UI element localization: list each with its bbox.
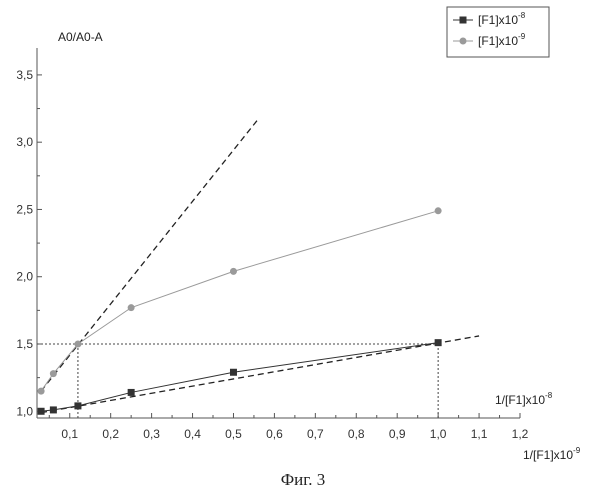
series-2-point	[74, 341, 81, 348]
y-tick-label: 1,0	[16, 404, 33, 418]
chart: 1,01,52,02,53,03,5 A0/A0-A 0,10,20,30,40…	[0, 0, 606, 470]
y-tick-label: 3,5	[16, 68, 33, 82]
trend-line	[41, 336, 479, 413]
y-tick-label: 3,0	[16, 135, 33, 149]
series-1-point	[128, 389, 135, 396]
x-tick-label: 0,3	[143, 427, 160, 441]
x-tick-label: 1,2	[512, 427, 529, 441]
series-1-point	[50, 406, 57, 413]
legend: [F1]x10-8 [F1]x10-9	[447, 7, 549, 57]
x-tick-label: 1,1	[471, 427, 488, 441]
legend-label-series-1-exponent: -8	[518, 11, 526, 20]
series-1-point	[74, 402, 81, 409]
x-axis-title-base: 1/[F1]x10	[523, 448, 573, 462]
guide-lines	[37, 344, 438, 418]
series-1-point	[435, 339, 442, 346]
x-axis-secondary-title-base: 1/[F1]x10	[495, 393, 545, 407]
series-2-point	[50, 370, 57, 377]
legend-label-series-2-base: [F1]x10	[478, 34, 518, 48]
series-2-line	[41, 211, 438, 391]
series-2-point	[230, 268, 237, 275]
x-tick-label: 0,9	[389, 427, 406, 441]
x-tick-label: 0,7	[307, 427, 324, 441]
x-tick-label: 0,4	[184, 427, 201, 441]
x-axis: 0,1 0,2 0,3 0,4 0,5 0,6 0,7 0,8 0,9 1,0 1,1 1,2 1/[…	[37, 391, 581, 462]
legend-marker-series-1	[460, 17, 467, 24]
x-tick-label: 1,0	[430, 427, 447, 441]
y-axis: 1,0 1,5 2,0 2,5 3,0 3,5 A0/A0-A	[16, 30, 102, 418]
x-tick-label: 0,2	[102, 427, 119, 441]
series-2-point	[128, 304, 135, 311]
x-axis-title: 1/[F1]x10-9	[523, 446, 581, 462]
series-2-point	[435, 207, 442, 214]
y-tick-label: 2,5	[16, 202, 33, 216]
series-layer	[38, 207, 442, 414]
x-tick-label: 0,8	[348, 427, 365, 441]
figure-caption: Фиг. 3	[0, 470, 606, 490]
series-1-point	[38, 408, 45, 415]
x-tick-label: 0,1	[61, 427, 78, 441]
y-axis-title: A0/A0-A	[58, 30, 103, 44]
legend-label-series-1-base: [F1]x10	[478, 13, 518, 27]
y-tick-label: 1,5	[16, 337, 33, 351]
series-2-point	[38, 388, 45, 395]
y-tick-label: 2,0	[16, 270, 33, 284]
legend-marker-series-2	[460, 38, 467, 45]
x-axis-title-exponent: -9	[573, 446, 581, 455]
legend-label-series-2-exponent: -9	[518, 32, 526, 41]
x-tick-label: 0,5	[225, 427, 242, 441]
x-tick-label: 0,6	[266, 427, 283, 441]
x-axis-secondary-title: 1/[F1]x10-8	[495, 391, 553, 407]
series-1-point	[230, 369, 237, 376]
x-axis-secondary-title-exponent: -8	[545, 391, 553, 400]
trend-line	[41, 119, 258, 391]
